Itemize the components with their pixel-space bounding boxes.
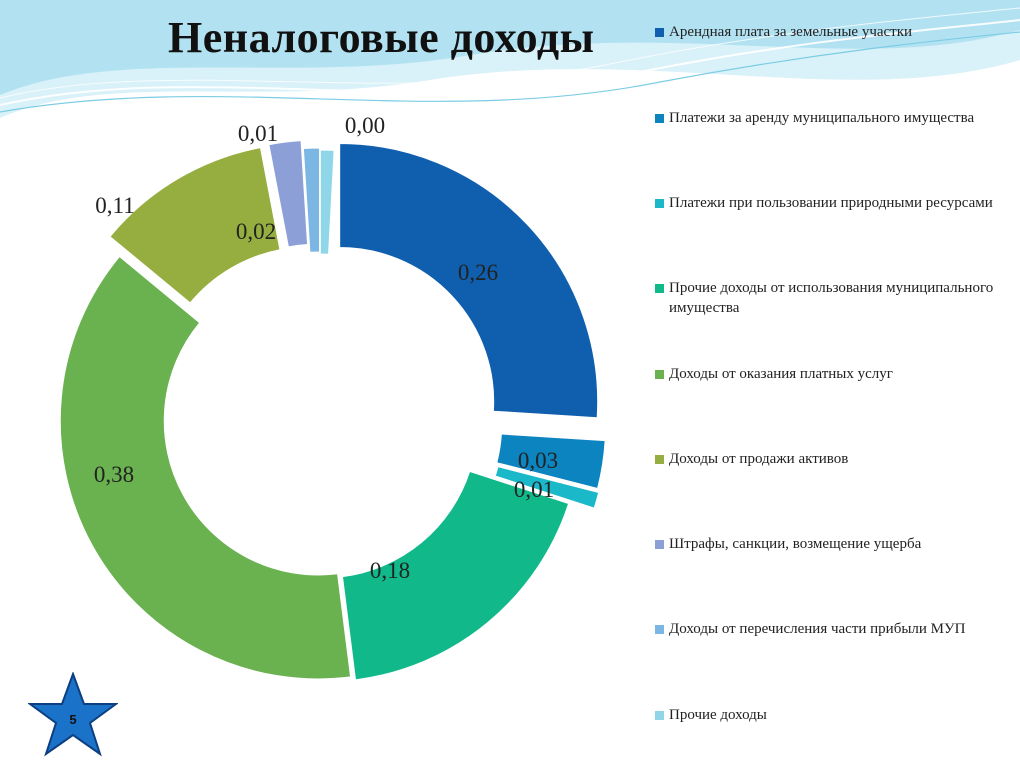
donut-slice-7 xyxy=(268,140,309,248)
legend-swatch-5 xyxy=(655,370,664,379)
legend-item-1: Арендная плата за земельные участки xyxy=(655,22,995,42)
page-title: Неналоговые доходы xyxy=(168,13,595,62)
legend-item-5: Доходы от оказания платных услуг xyxy=(655,364,995,384)
donut-slice-6 xyxy=(109,147,281,304)
data-label-4: 0,18 xyxy=(370,558,410,583)
legend-label-7: Штрафы, санкции, возмещение ущерба xyxy=(669,536,922,552)
data-label-8: 0,01 xyxy=(238,121,278,146)
donut-slices xyxy=(59,140,606,681)
data-label-9: 0,00 xyxy=(345,113,385,138)
legend-swatch-6 xyxy=(655,455,664,464)
data-labels: 0,26 0,03 0,01 0,18 0,38 0,11 0,02 0,01 0,00 xyxy=(94,113,558,583)
legend-item-9: Прочие доходы xyxy=(655,705,995,725)
legend-item-6: Доходы от продажи активов xyxy=(655,449,995,469)
legend-label-1: Арендная плата за земельные участки xyxy=(669,24,913,40)
donut-slice-9 xyxy=(319,149,335,255)
legend-label-5: Доходы от оказания платных услуг xyxy=(669,366,893,382)
wave-band-mid xyxy=(0,0,1020,95)
page-number: 5 xyxy=(69,712,77,727)
data-label-3: 0,01 xyxy=(514,477,554,502)
legend-item-7: Штрафы, санкции, возмещение ущерба xyxy=(655,534,995,554)
donut-slice-4 xyxy=(341,470,570,681)
data-label-7: 0,02 xyxy=(236,219,276,244)
data-label-6: 0,11 xyxy=(95,193,134,218)
legend-label-8: Доходы от перечисления части прибыли МУП xyxy=(669,621,966,637)
legend-swatch-4 xyxy=(655,284,664,293)
data-label-5: 0,38 xyxy=(94,462,134,487)
wave-line-1 xyxy=(0,19,1020,106)
legend-swatch-8 xyxy=(655,625,664,634)
legend-swatch-1 xyxy=(655,28,664,37)
donut-slice-8 xyxy=(302,147,321,253)
donut-slice-5 xyxy=(59,255,352,680)
data-label-2: 0,03 xyxy=(518,448,558,473)
star-icon xyxy=(26,671,120,757)
legend-swatch-2 xyxy=(655,114,664,123)
legend-label-9: Прочие доходы xyxy=(669,707,767,723)
legend-swatch-9 xyxy=(655,711,664,720)
legend-item-3: Платежи при пользовании природными ресур… xyxy=(655,193,995,213)
legend-item-8: Доходы от перечисления части прибыли МУП xyxy=(655,619,995,639)
donut-slice-1 xyxy=(339,143,599,419)
legend-item-4: Прочие доходы от использования муниципал… xyxy=(655,278,995,318)
legend-label-6: Доходы от продажи активов xyxy=(669,451,849,467)
data-label-1: 0,26 xyxy=(458,260,498,285)
page-number-badge: 5 xyxy=(26,671,120,757)
legend-label-2: Платежи за аренду муниципального имущест… xyxy=(669,110,975,126)
wave-line-3 xyxy=(0,7,1020,99)
legend-label-4: Прочие доходы от использования муниципал… xyxy=(669,280,994,316)
legend-item-2: Платежи за аренду муниципального имущест… xyxy=(655,108,995,128)
wave-line-2 xyxy=(0,31,1020,113)
donut-slice-2 xyxy=(496,433,606,490)
donut-slice-3 xyxy=(494,466,600,509)
legend-swatch-3 xyxy=(655,199,664,208)
legend-label-3: Платежи при пользовании природными ресур… xyxy=(669,195,993,211)
legend-swatch-7 xyxy=(655,540,664,549)
chart-legend: Арендная плата за земельные участки Плате… xyxy=(655,22,1010,742)
